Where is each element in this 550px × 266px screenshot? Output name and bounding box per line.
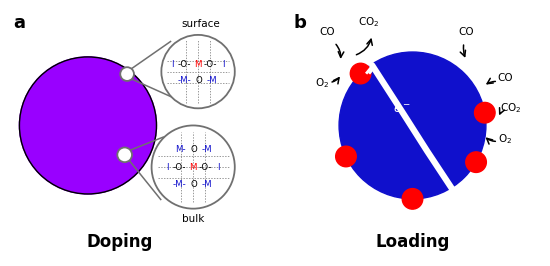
Text: e$^-$: e$^-$	[393, 103, 410, 116]
Text: -M-: -M-	[173, 180, 186, 189]
Text: O: O	[190, 180, 197, 189]
Text: M: M	[189, 163, 197, 172]
Circle shape	[161, 35, 235, 108]
Text: CO: CO	[459, 27, 474, 37]
Circle shape	[466, 152, 486, 172]
Text: I: I	[222, 60, 224, 69]
Text: O: O	[195, 76, 202, 85]
Text: CO$_2$: CO$_2$	[358, 15, 379, 29]
Text: bulk: bulk	[182, 214, 205, 223]
Text: CO: CO	[319, 27, 334, 37]
Text: -O-: -O-	[177, 60, 191, 69]
Circle shape	[475, 102, 495, 123]
Text: a: a	[13, 14, 25, 32]
Circle shape	[336, 146, 356, 167]
Text: O$_2$: O$_2$	[498, 132, 513, 146]
Circle shape	[19, 57, 156, 194]
Text: O$_2$: O$_2$	[315, 76, 329, 90]
Text: M: M	[194, 60, 202, 69]
Text: -M: -M	[206, 76, 217, 85]
Text: O: O	[190, 145, 197, 154]
Text: M-: M-	[175, 145, 185, 154]
Text: I: I	[171, 60, 174, 69]
Text: -M-: -M-	[178, 76, 191, 85]
Text: -O-: -O-	[172, 163, 186, 172]
Circle shape	[402, 189, 423, 209]
Text: CO: CO	[498, 73, 513, 84]
Circle shape	[117, 147, 132, 162]
Circle shape	[120, 67, 134, 81]
Text: b: b	[294, 14, 307, 32]
Circle shape	[152, 126, 235, 209]
Text: I: I	[217, 163, 219, 172]
Circle shape	[339, 52, 486, 199]
Text: Loading: Loading	[375, 233, 450, 251]
Text: -O-: -O-	[199, 163, 212, 172]
Text: -M: -M	[201, 145, 212, 154]
Text: Doping: Doping	[86, 233, 153, 251]
Text: CO$_2$: CO$_2$	[500, 101, 521, 115]
Text: -M: -M	[201, 180, 212, 189]
Text: -O-: -O-	[204, 60, 217, 69]
Circle shape	[350, 63, 371, 84]
Text: surface: surface	[181, 19, 220, 29]
Text: I: I	[166, 163, 169, 172]
